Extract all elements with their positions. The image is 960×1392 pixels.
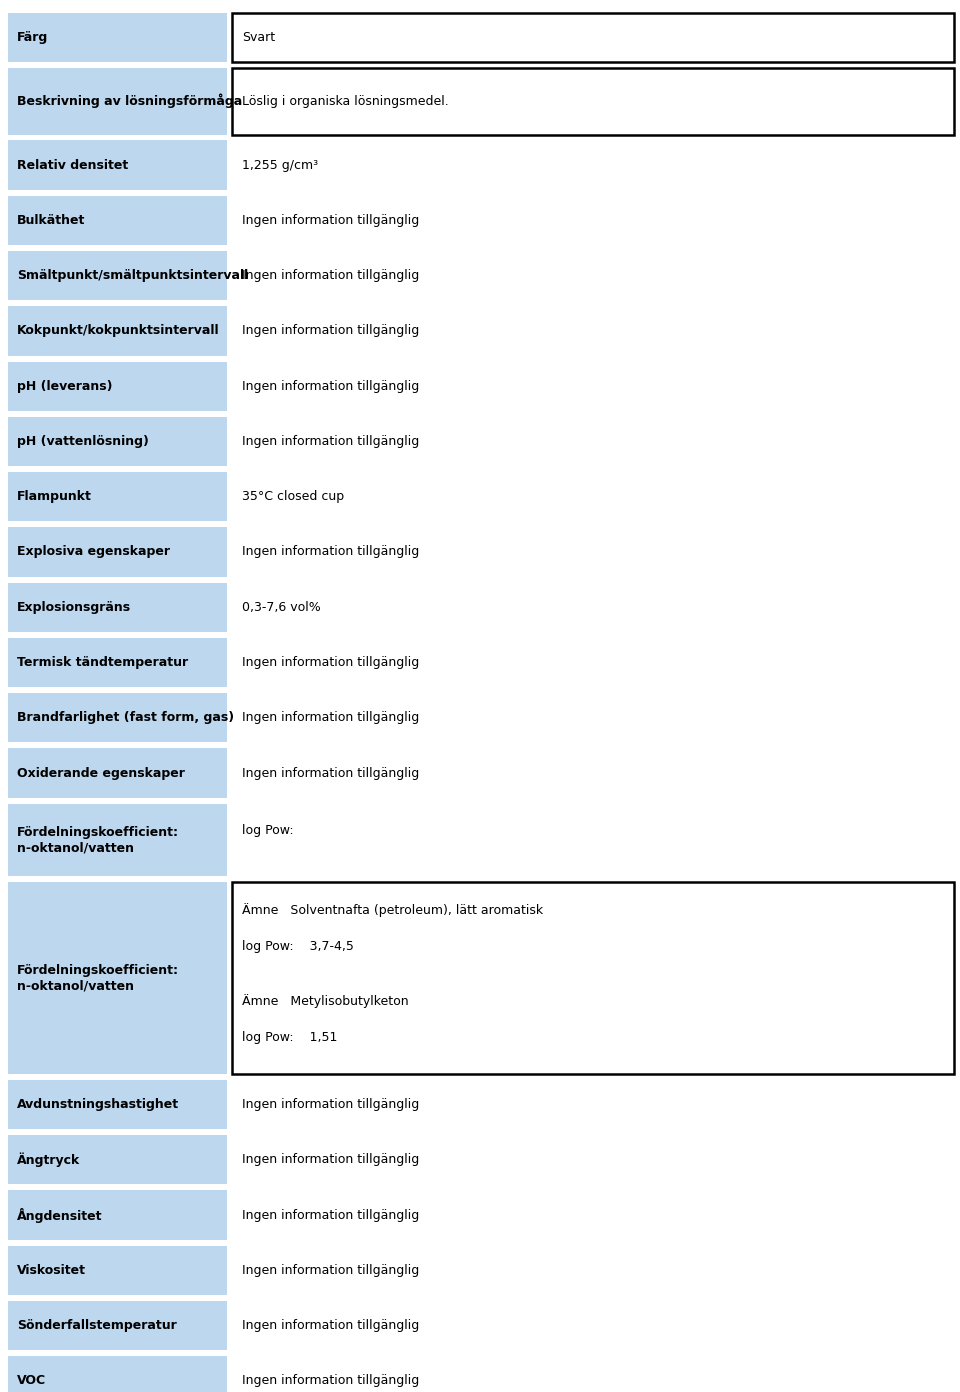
Bar [232,803,954,876]
Bar [232,68,954,135]
Bar [232,528,954,576]
Text: Ingen information tillgänglig: Ingen information tillgänglig [242,711,420,724]
Text: Ingen information tillgänglig: Ingen information tillgänglig [242,434,420,448]
Text: Relativ densitet: Relativ densitet [17,159,129,171]
Text: Brandfarlighet (fast form, gas): Brandfarlighet (fast form, gas) [17,711,234,724]
Text: Ingen information tillgänglig: Ingen information tillgänglig [242,269,420,283]
Bar [8,362,227,411]
Text: 0,3-7,6 vol%: 0,3-7,6 vol% [242,601,321,614]
Bar [232,1134,954,1185]
Text: Svart: Svart [242,31,276,43]
Bar [8,416,227,466]
Text: Oxiderande egenskaper: Oxiderande egenskaper [17,767,185,780]
Bar [232,881,954,1073]
Text: pH (vattenlösning): pH (vattenlösning) [17,434,149,448]
Text: Ingen information tillgänglig: Ingen information tillgänglig [242,1208,420,1222]
Text: Ingen information tillgänglig: Ingen information tillgänglig [242,656,420,670]
Text: Ångdensitet: Ångdensitet [17,1207,103,1222]
Text: Beskrivning av lösningsförmåga: Beskrivning av lösningsförmåga [17,93,243,109]
Text: Viskositet: Viskositet [17,1264,86,1276]
Bar [8,196,227,245]
Bar [8,306,227,355]
Text: Ingen information tillgänglig: Ingen information tillgänglig [242,1153,420,1166]
Bar [232,68,954,135]
Bar [8,881,227,1073]
Text: Fördelningskoefficient:
n-oktanol/vatten: Fördelningskoefficient: n-oktanol/vatten [17,825,180,855]
Text: Ingen information tillgänglig: Ingen information tillgänglig [242,214,420,227]
Bar [232,196,954,245]
Bar [8,1190,227,1240]
Bar [8,803,227,876]
Bar [8,251,227,301]
Text: Bulkäthet: Bulkäthet [17,214,85,227]
Bar [8,693,227,742]
Text: Avdunstningshastighet: Avdunstningshastighet [17,1098,180,1111]
Bar [232,1356,954,1392]
Bar [232,251,954,301]
Text: Ingen information tillgänglig: Ingen information tillgänglig [242,324,420,337]
Bar [232,881,954,1073]
Text: log Pow:: log Pow: [242,824,294,838]
Bar [8,68,227,135]
Text: Löslig i organiska lösningsmedel.: Löslig i organiska lösningsmedel. [242,95,448,107]
Text: Ingen information tillgänglig: Ingen information tillgänglig [242,1374,420,1388]
Text: Ingen information tillgänglig: Ingen information tillgänglig [242,1264,420,1276]
Text: pH (leverans): pH (leverans) [17,380,112,393]
Bar [8,472,227,522]
Bar [8,141,227,189]
Bar [232,1246,954,1295]
Text: Ingen information tillgänglig: Ingen information tillgänglig [242,767,420,780]
Bar [8,528,227,576]
Text: Kokpunkt/kokpunktsintervall: Kokpunkt/kokpunktsintervall [17,324,220,337]
Text: Färg: Färg [17,31,49,43]
Text: 1,255 g/cm³: 1,255 g/cm³ [242,159,318,171]
Bar [232,141,954,189]
Text: 35°C closed cup: 35°C closed cup [242,490,344,504]
Text: VOC: VOC [17,1374,46,1388]
Text: Ingen information tillgänglig: Ingen information tillgänglig [242,546,420,558]
Bar [232,1190,954,1240]
Text: Ingen information tillgänglig: Ingen information tillgänglig [242,1320,420,1332]
Bar [232,13,954,61]
Bar [8,1300,227,1350]
Bar [8,1134,227,1185]
Bar [232,749,954,798]
Text: Ingen information tillgänglig: Ingen information tillgänglig [242,380,420,393]
Text: Smältpunkt/smältpunktsintervall: Smältpunkt/smältpunktsintervall [17,269,249,283]
Bar [232,362,954,411]
Bar [232,472,954,522]
Bar [8,13,227,61]
Text: Termisk tändtemperatur: Termisk tändtemperatur [17,656,188,670]
Text: Flampunkt: Flampunkt [17,490,92,504]
Text: Sönderfallstemperatur: Sönderfallstemperatur [17,1320,177,1332]
Bar [232,416,954,466]
Bar [8,749,227,798]
Bar [232,693,954,742]
Bar [8,638,227,688]
Bar [232,1080,954,1129]
Bar [232,13,954,61]
Bar [232,582,954,632]
Bar [8,1246,227,1295]
Bar [232,1300,954,1350]
Bar [232,638,954,688]
Bar [232,306,954,355]
Text: Ängtryck: Ängtryck [17,1153,81,1166]
Text: Fördelningskoefficient:
n-oktanol/vatten: Fördelningskoefficient: n-oktanol/vatten [17,963,180,992]
Text: Explosionsgräns: Explosionsgräns [17,601,132,614]
Text: Explosiva egenskaper: Explosiva egenskaper [17,546,170,558]
Text: Ämne   Solventnafta (petroleum), lätt aromatisk

log Pow:    3,7-4,5


Ämne   Me: Ämne Solventnafta (petroleum), lätt arom… [242,902,543,1044]
Bar [8,582,227,632]
Bar [8,1356,227,1392]
Bar [8,1080,227,1129]
Text: Ingen information tillgänglig: Ingen information tillgänglig [242,1098,420,1111]
